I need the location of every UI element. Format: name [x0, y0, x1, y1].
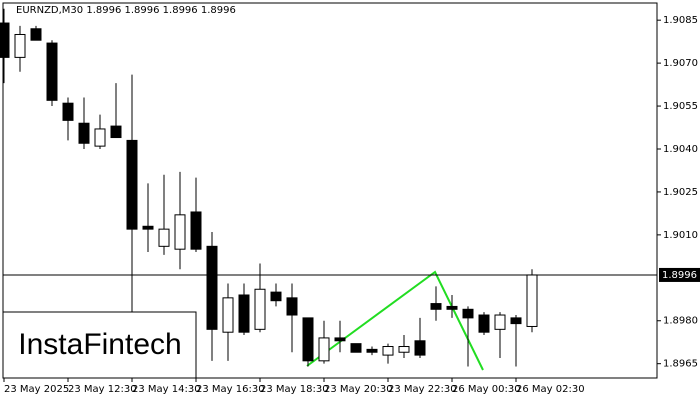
- candle-body: [366, 348, 378, 353]
- candle-body: [14, 33, 26, 58]
- candle-body: [126, 139, 138, 230]
- price-label: 1.8996: [662, 270, 697, 281]
- x-tick-label: 23 May 20:30: [324, 384, 393, 395]
- y-tick-label: 1.9025: [663, 187, 698, 198]
- candle-body: [206, 245, 218, 330]
- y-tick-label: 1.9070: [663, 58, 698, 69]
- candle-body: [238, 294, 250, 333]
- candle-body: [270, 291, 282, 302]
- y-tick-label: 1.9085: [663, 15, 698, 26]
- candle-body: [334, 337, 346, 342]
- y-tick-label: 1.9040: [663, 144, 698, 155]
- plot-frame: [2, 2, 658, 379]
- x-tick-label: 23 May 14:30: [132, 384, 201, 395]
- candle-body: [190, 211, 202, 250]
- candle-body: [430, 303, 442, 310]
- candle-body: [94, 128, 106, 147]
- x-tick-label: 23 May 18:30: [260, 384, 329, 395]
- pattern-line: [306, 270, 484, 371]
- candle-body: [30, 28, 42, 41]
- x-tick-label: 23 May 16:30: [196, 384, 265, 395]
- x-tick-label: 23 May 12:30: [68, 384, 137, 395]
- candle-body: [286, 297, 298, 316]
- x-tick-label: 26 May 00:30: [452, 384, 521, 395]
- candle-body: [462, 308, 474, 319]
- candle-body: [318, 337, 330, 362]
- candle-body: [510, 317, 522, 325]
- candle-body: [174, 214, 186, 250]
- logo-box: [2, 311, 197, 379]
- price-label-box: [659, 267, 700, 282]
- candle-body: [110, 125, 122, 139]
- candle-body: [350, 343, 362, 353]
- x-tick-label: 23 May 22:30: [388, 384, 457, 395]
- candle-body: [478, 314, 490, 333]
- candle-body: [398, 346, 410, 353]
- candle-body: [46, 42, 58, 101]
- candle-body: [62, 102, 74, 121]
- logo: InstaFintech: [18, 328, 181, 361]
- y-tick-label: 1.9055: [663, 101, 698, 112]
- candle-body: [446, 305, 458, 310]
- x-tick-label: 23 May 2025: [4, 384, 69, 395]
- candle-body: [254, 288, 266, 330]
- chart-title: EURNZD,M30 1.8996 1.8996 1.8996 1.8996: [16, 5, 236, 16]
- candle-body: [526, 274, 538, 327]
- candle-body: [414, 340, 426, 356]
- candle-body: [0, 22, 10, 58]
- candle-body: [494, 314, 506, 330]
- y-tick-label: 1.8965: [663, 359, 698, 370]
- candle-body: [302, 317, 314, 362]
- candle-body: [222, 297, 234, 333]
- candle-body: [78, 122, 90, 144]
- y-tick-label: 1.8980: [663, 316, 698, 327]
- x-tick-label: 26 May 02:30: [516, 384, 585, 395]
- candle-body: [158, 228, 170, 247]
- y-tick-label: 1.9010: [663, 230, 698, 241]
- candle-body: [382, 346, 394, 356]
- candle-body: [142, 225, 154, 230]
